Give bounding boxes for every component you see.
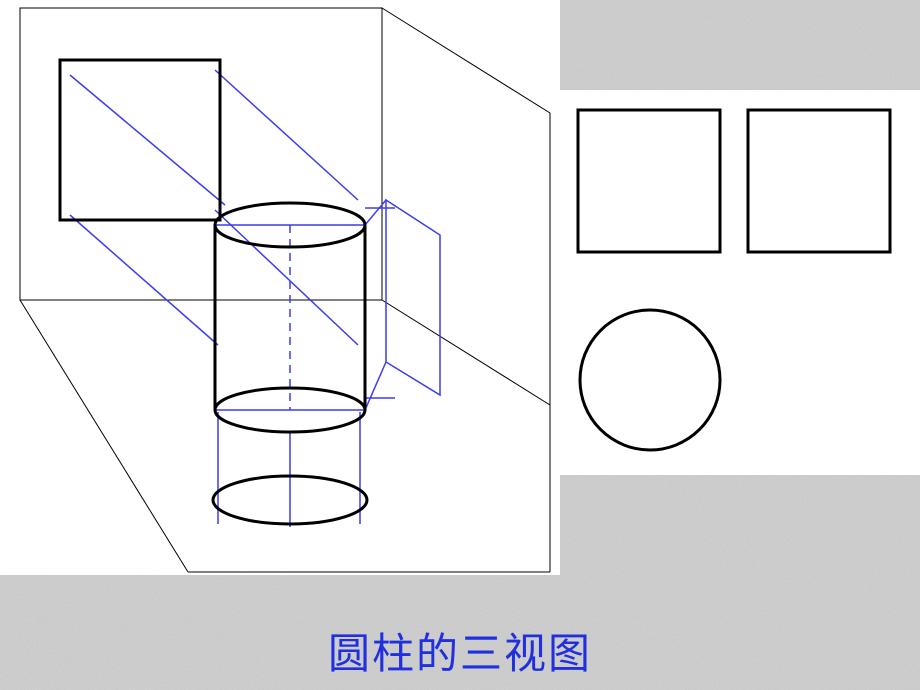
three-views-panel — [560, 90, 920, 475]
caption-text: 圆柱的三视图 — [0, 620, 920, 681]
main-projection-diagram — [0, 0, 560, 575]
